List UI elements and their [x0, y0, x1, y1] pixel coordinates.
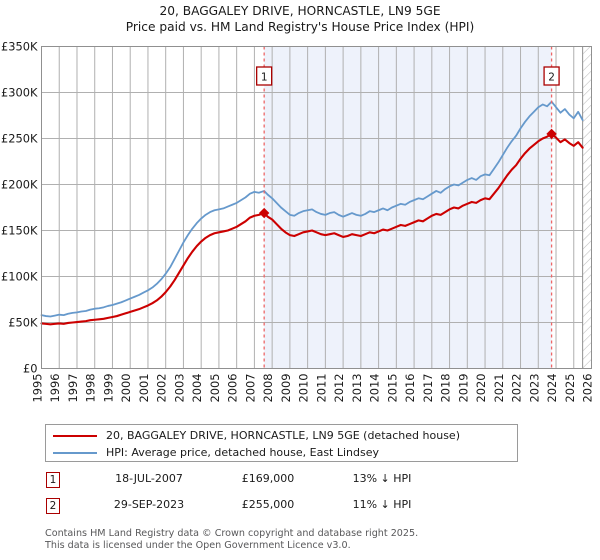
page-title: 20, BAGGALEY DRIVE, HORNCASTLE, LN9 5GE …: [0, 3, 600, 35]
svg-text:1999: 1999: [101, 374, 115, 403]
svg-text:2020: 2020: [474, 374, 488, 403]
svg-text:2015: 2015: [385, 374, 399, 403]
transactions-table: 1 18-JUL-2007 £169,000 13% ↓ HPI 2 29-SE…: [45, 470, 518, 522]
chart-series-lines: [40, 100, 584, 326]
svg-text:2023: 2023: [527, 374, 541, 403]
svg-text:2014: 2014: [368, 374, 382, 403]
chart-no-data-hatch: [582, 46, 592, 369]
svg-text:2005: 2005: [208, 374, 222, 403]
svg-text:2013: 2013: [350, 374, 364, 403]
transaction-hpi-delta-1: 13% ↓ HPI: [352, 472, 412, 485]
chart-frame: [41, 46, 592, 369]
svg-text:2006: 2006: [226, 374, 240, 403]
svg-text:£150K: £150K: [1, 224, 38, 238]
svg-text:£0: £0: [23, 362, 38, 376]
svg-text:£200K: £200K: [1, 178, 38, 192]
footer-line-2: This data is licensed under the Open Gov…: [45, 539, 351, 551]
svg-text:2009: 2009: [279, 374, 293, 403]
legend-swatch-price-paid: [53, 434, 97, 437]
legend-label-price-paid: 20, BAGGALEY DRIVE, HORNCASTLE, LN9 5GE …: [106, 429, 460, 442]
transaction-price-1: £169,000: [241, 472, 295, 485]
svg-text:2010: 2010: [297, 374, 311, 403]
chart-y-axis-labels: £0 £50K £100K £150K £200K £250K £300K £350K: [1, 40, 38, 376]
legend-label-hpi: HPI: Average price, detached house, East…: [106, 446, 380, 459]
table-row: 1 18-JUL-2007 £169,000 13% ↓ HPI: [45, 470, 518, 496]
svg-text:2016: 2016: [403, 374, 417, 403]
svg-text:2022: 2022: [510, 374, 524, 403]
svg-text:2025: 2025: [563, 374, 577, 403]
chart-x-axis-labels: 1995 1996 1997 1998 1999 2000 2001 2002 2003 2004…: [31, 373, 595, 402]
svg-text:£300K: £300K: [1, 86, 38, 100]
svg-text:2000: 2000: [119, 374, 133, 403]
svg-text:1995: 1995: [31, 374, 45, 403]
transaction-badge-2: 2: [46, 498, 60, 514]
svg-text:2008: 2008: [261, 374, 275, 403]
legend-swatch-hpi: [53, 451, 97, 454]
attribution-footer: Contains HM Land Registry data © Crown c…: [45, 528, 565, 551]
legend-item-price-paid: 20, BAGGALEY DRIVE, HORNCASTLE, LN9 5GE …: [53, 427, 460, 444]
transaction-hpi-delta-2: 11% ↓ HPI: [352, 498, 412, 511]
svg-text:2007: 2007: [243, 374, 257, 403]
svg-text:1998: 1998: [84, 374, 98, 403]
svg-text:£100K: £100K: [1, 270, 38, 284]
chart-transaction-points: [258, 128, 557, 219]
transaction-date-1: 18-JUL-2007: [115, 472, 183, 485]
svg-text:£250K: £250K: [1, 132, 38, 146]
svg-text:2001: 2001: [137, 374, 151, 403]
svg-text:2021: 2021: [492, 373, 506, 402]
chart-shaded-bands: [264, 46, 552, 369]
transaction-price-2: £255,000: [241, 498, 295, 511]
svg-text:2012: 2012: [332, 374, 346, 403]
svg-text:2019: 2019: [456, 374, 470, 403]
svg-text:2026: 2026: [581, 374, 595, 403]
svg-text:2: 2: [548, 72, 555, 84]
svg-text:2002: 2002: [155, 374, 169, 403]
title-line-2: Price paid vs. HM Land Registry's House …: [125, 20, 475, 34]
svg-text:£50K: £50K: [8, 316, 38, 330]
svg-text:1997: 1997: [66, 374, 80, 403]
svg-text:2018: 2018: [439, 374, 453, 403]
legend-item-hpi: HPI: Average price, detached house, East…: [53, 444, 379, 461]
footer-line-1: Contains HM Land Registry data © Crown c…: [45, 528, 419, 539]
svg-text:2024: 2024: [545, 374, 559, 403]
svg-text:2003: 2003: [172, 374, 186, 403]
transaction-badge-1: 1: [46, 472, 60, 488]
svg-text:1: 1: [261, 72, 268, 84]
chart-legend: 20, BAGGALEY DRIVE, HORNCASTLE, LN9 5GE …: [45, 424, 518, 462]
svg-text:£350K: £350K: [1, 40, 38, 54]
title-line-1: 20, BAGGALEY DRIVE, HORNCASTLE, LN9 5GE: [159, 4, 441, 18]
svg-text:2004: 2004: [190, 374, 204, 403]
transaction-date-2: 29-SEP-2023: [113, 498, 185, 511]
svg-text:2017: 2017: [421, 374, 435, 403]
table-row: 2 29-SEP-2023 £255,000 11% ↓ HPI: [45, 496, 518, 522]
svg-text:2011: 2011: [314, 374, 328, 403]
svg-text:1996: 1996: [48, 374, 62, 403]
